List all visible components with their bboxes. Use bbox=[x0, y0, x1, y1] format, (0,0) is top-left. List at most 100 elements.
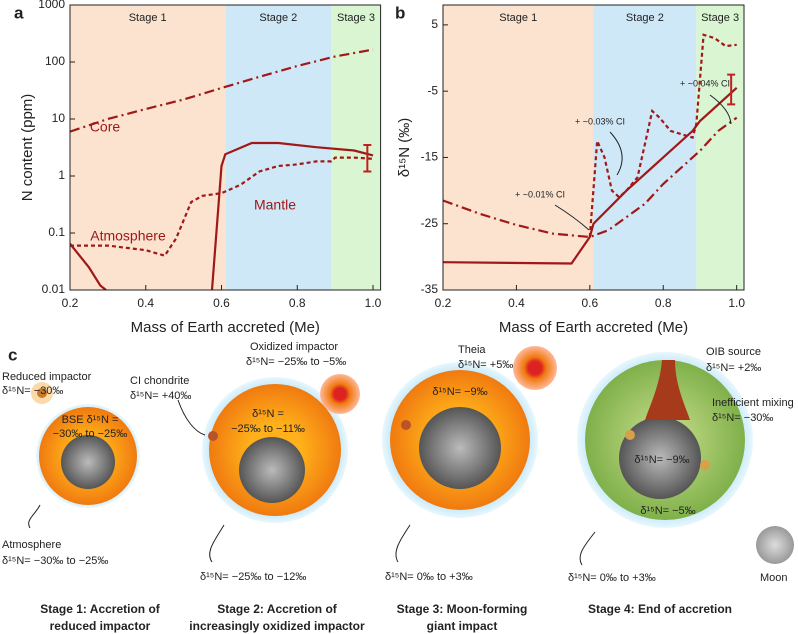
x-axis-title: Mass of Earth accreted (Me) bbox=[499, 319, 688, 336]
note: CI chondrite bbox=[130, 375, 189, 387]
y-tick-label: 100 bbox=[45, 54, 65, 68]
series-line bbox=[443, 116, 738, 239]
stage-label: Stage 2 bbox=[259, 12, 297, 24]
rock bbox=[401, 420, 411, 430]
stage-label: Stage 3 bbox=[701, 12, 739, 24]
y-tick-label: 10 bbox=[52, 111, 66, 125]
chart: Stage 1 Stage 2 Stage 3 0.2 0.4 0.6 0.8 1.0 -35 -… bbox=[395, 3, 745, 335]
blob bbox=[700, 460, 710, 470]
stage-region bbox=[593, 5, 697, 290]
axes-frame bbox=[442, 4, 745, 291]
x-tick-label: 0.8 bbox=[289, 296, 306, 310]
note: δ¹⁵N= −25‰ to −5‰ bbox=[246, 356, 346, 368]
x-tick-label: 0.4 bbox=[508, 296, 525, 310]
x-tick-label: 1.0 bbox=[728, 296, 745, 310]
note: δ¹⁵N= −5‰ bbox=[640, 505, 695, 517]
note: δ¹⁵N= +2‰ bbox=[706, 362, 761, 374]
series-line bbox=[70, 141, 374, 290]
stage-title: Stage 2: Accretion of bbox=[217, 602, 338, 616]
annotation: + ~0.03% CI bbox=[575, 116, 625, 126]
y-tick-label: 5 bbox=[431, 17, 438, 31]
y-tick-label: 0.01 bbox=[42, 282, 66, 296]
planet-core bbox=[619, 417, 701, 499]
y-tick-label: -35 bbox=[421, 282, 439, 296]
chart: Stage 1 Stage 2 Stage 3 0.2 0.4 0.6 0.8 1.0 0.01… bbox=[14, 0, 382, 336]
blob bbox=[625, 430, 635, 440]
series-line bbox=[70, 48, 374, 133]
x-tick-label: 0.2 bbox=[62, 296, 79, 310]
note: δ¹⁵N= −30‰ to −25‰ bbox=[2, 555, 108, 567]
y-axis-title: N content (ppm) bbox=[19, 94, 36, 202]
note: δ¹⁵N = bbox=[252, 408, 284, 420]
plot-lines bbox=[443, 33, 738, 265]
stage-label: Stage 1 bbox=[499, 12, 537, 24]
rock bbox=[208, 431, 218, 441]
stage-title: increasingly oxidized impactor bbox=[189, 619, 365, 633]
impactor bbox=[513, 346, 557, 390]
panel-c: c Reduced impactor δ¹⁵N= −30‰ BSE δ¹⁵N =… bbox=[2, 341, 794, 633]
panel-label: b bbox=[395, 3, 405, 22]
annotation-arrow bbox=[609, 131, 623, 176]
plot-lines bbox=[70, 48, 374, 290]
note: Moon bbox=[760, 572, 788, 584]
impactor bbox=[320, 374, 360, 414]
y-tick-label: 1000 bbox=[38, 0, 65, 11]
annotation-arrow bbox=[554, 204, 590, 231]
note: OIB source bbox=[706, 346, 761, 358]
stage-region bbox=[70, 5, 226, 290]
stage-title: reduced impactor bbox=[50, 619, 151, 633]
arrow bbox=[579, 531, 596, 566]
stage-title: giant impact bbox=[427, 619, 498, 633]
annotation: + ~0.04% CI bbox=[680, 78, 730, 88]
annotation-arrow bbox=[709, 94, 732, 125]
y-tick-label: -5 bbox=[427, 83, 438, 97]
note: δ¹⁵N= +40‰ bbox=[130, 390, 191, 402]
error-bar bbox=[363, 143, 372, 173]
note: Inefficient mixing bbox=[712, 397, 794, 409]
arrow bbox=[209, 524, 225, 563]
charts: Stage 1 Stage 2 Stage 3 0.2 0.4 0.6 0.8 1.0 0.01… bbox=[14, 0, 745, 336]
stage-label: Stage 1 bbox=[129, 12, 167, 24]
y-tick-label: 0.1 bbox=[48, 225, 65, 239]
series-line bbox=[588, 33, 737, 238]
note: δ¹⁵N= −30‰ bbox=[712, 412, 773, 424]
note: δ¹⁵N= 0‰ to +3‰ bbox=[568, 572, 656, 584]
stage-label: Stage 2 bbox=[626, 12, 664, 24]
y-axis-title: δ¹⁵N (‰) bbox=[396, 118, 413, 178]
series-label: Core bbox=[90, 119, 121, 135]
note: −25‰ to −11‰ bbox=[231, 423, 305, 435]
x-tick-label: 0.4 bbox=[137, 296, 154, 310]
impactor-core bbox=[37, 388, 47, 398]
note: BSE δ¹⁵N = bbox=[62, 414, 119, 426]
panel-label: c bbox=[8, 345, 17, 364]
note: Theia bbox=[458, 344, 486, 356]
note: Atmosphere bbox=[2, 539, 61, 551]
note: δ¹⁵N= +5‰ bbox=[458, 359, 513, 371]
y-tick-label: 1 bbox=[58, 168, 65, 182]
x-tick-label: 0.6 bbox=[581, 296, 598, 310]
y-tick-label: -15 bbox=[421, 150, 439, 164]
note: δ¹⁵N= −9‰ bbox=[432, 386, 487, 398]
planet-core bbox=[61, 435, 115, 489]
series-label: Atmosphere bbox=[90, 228, 166, 244]
stage-title: Stage 1: Accretion of bbox=[40, 602, 161, 616]
stage-label: Stage 3 bbox=[337, 12, 375, 24]
panel-label: a bbox=[14, 3, 24, 22]
stage-region bbox=[443, 5, 594, 290]
series-label: Mantle bbox=[254, 197, 296, 213]
arrow bbox=[395, 524, 411, 563]
note: −30‰ to −25‰ bbox=[53, 428, 128, 440]
stage-title: Stage 3: Moon-forming bbox=[397, 602, 528, 616]
y-tick-label: -25 bbox=[421, 216, 439, 230]
annotation: + ~0.01% CI bbox=[515, 189, 565, 199]
x-tick-label: 1.0 bbox=[365, 296, 382, 310]
plume bbox=[645, 360, 690, 420]
planet-core bbox=[239, 437, 305, 503]
error-bar bbox=[727, 73, 736, 106]
note: Oxidized impactor bbox=[250, 341, 338, 353]
arrow bbox=[28, 504, 41, 529]
note: δ¹⁵N= −30‰ bbox=[2, 385, 63, 397]
stage-region bbox=[331, 5, 381, 290]
moon bbox=[756, 526, 794, 564]
